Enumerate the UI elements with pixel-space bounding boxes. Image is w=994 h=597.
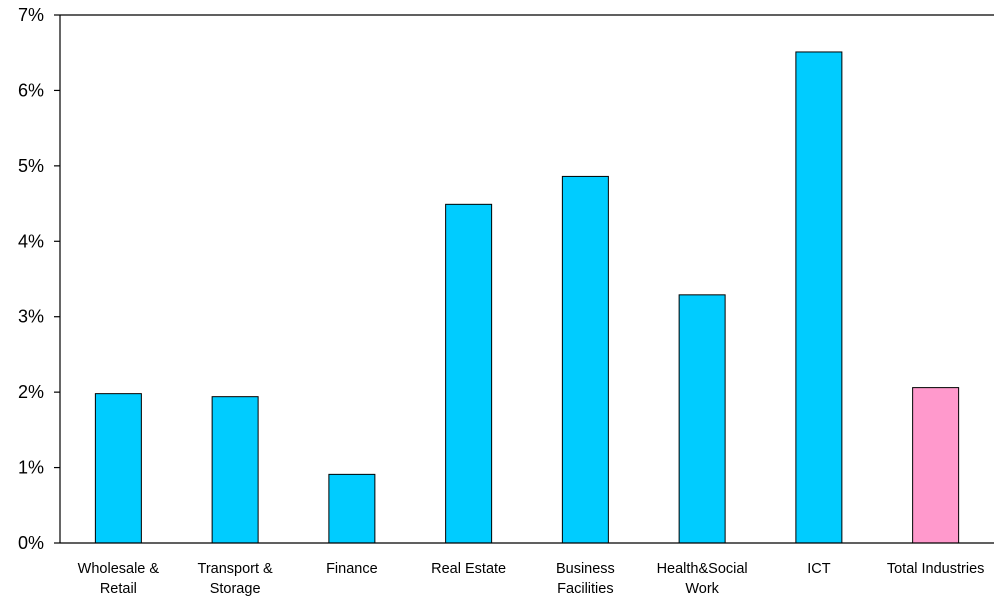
x-category-label: Finance: [326, 561, 378, 577]
x-category-label: Health&Social Work: [657, 561, 748, 597]
y-tick-label: 1%: [18, 458, 44, 478]
y-tick-label: 7%: [18, 5, 44, 25]
y-tick-label: 5%: [18, 156, 44, 176]
bar: [211, 396, 259, 544]
y-tick-label: 0%: [18, 533, 44, 553]
y-tick-label: 4%: [18, 231, 44, 251]
x-category-label: ICT: [807, 561, 831, 577]
x-category-label: Total Industries: [887, 561, 985, 577]
bar: [912, 387, 960, 544]
bar: [94, 393, 142, 544]
bar: [445, 203, 493, 544]
y-tick-label: 6%: [18, 80, 44, 100]
bars-group: [94, 51, 960, 544]
y-tick-label: 3%: [18, 307, 44, 327]
bar: [328, 473, 376, 544]
bar: [561, 175, 609, 544]
bar: [795, 51, 843, 544]
bar: [678, 294, 726, 544]
x-category-label: Real Estate: [431, 561, 506, 577]
x-category-label: Wholesale & Retail: [78, 561, 160, 597]
x-labels-group: Wholesale & Retail Transport & Storage Finan…: [78, 561, 985, 597]
y-ticks-group: 0% 1% 2% 3% 4% 5% 6% 7%: [18, 5, 60, 553]
x-category-label: Transport & Storage: [198, 561, 274, 597]
y-tick-label: 2%: [18, 382, 44, 402]
axes-group: [59, 14, 994, 544]
x-category-label: Business Facilities: [556, 561, 615, 597]
